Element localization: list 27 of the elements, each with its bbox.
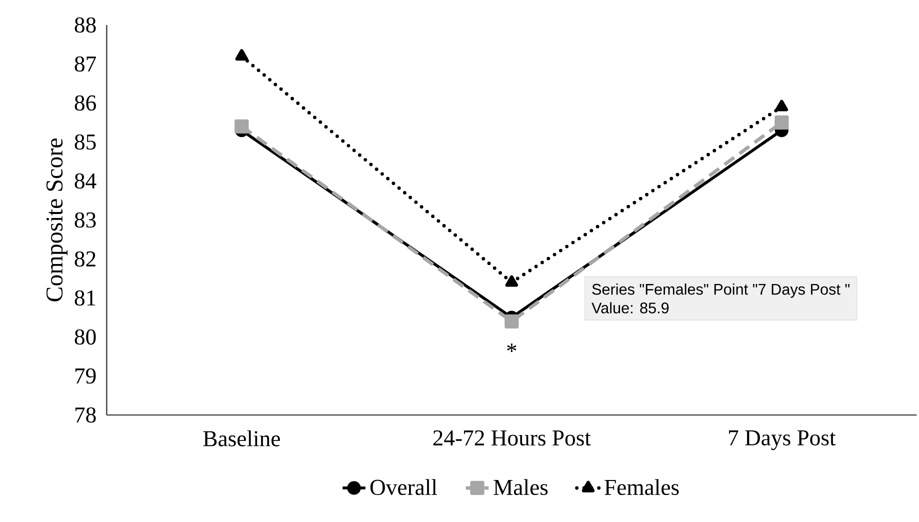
point xyxy=(775,100,788,112)
x-tick-label: 24-72 Hours Post xyxy=(433,430,591,446)
y-tick-label: 80 xyxy=(74,329,96,345)
y-tick-label: 87 xyxy=(74,56,96,72)
annotation: Series "Females" Point "7 Days Post " xyxy=(592,283,850,298)
y-tick-label: 78 xyxy=(75,407,96,423)
legend-label: Males xyxy=(494,479,548,496)
legend-label: Females xyxy=(604,479,679,496)
y-tick-label: 84 xyxy=(74,173,96,189)
y-tick-label: 81 xyxy=(74,290,96,306)
legend-label: Overall xyxy=(370,479,438,496)
y-tick-label: 88 xyxy=(74,17,96,33)
y-tick-label: 85 xyxy=(74,134,96,150)
point xyxy=(234,119,249,134)
point xyxy=(504,314,519,328)
annotation: * xyxy=(507,344,516,352)
y-tick-label: 79 xyxy=(75,368,96,384)
point xyxy=(235,49,248,61)
annotation: Value: 85.9 xyxy=(592,302,669,314)
point xyxy=(774,115,789,130)
y-axis-title: Composite Score xyxy=(46,138,68,302)
x-tick-label: Baseline xyxy=(203,430,280,446)
x-tick-label: 7 Days Post xyxy=(729,430,836,450)
y-tick-label: 82 xyxy=(74,251,96,267)
y-tick-label: 83 xyxy=(74,212,96,228)
point xyxy=(505,275,518,287)
y-tick-label: 86 xyxy=(74,95,96,111)
